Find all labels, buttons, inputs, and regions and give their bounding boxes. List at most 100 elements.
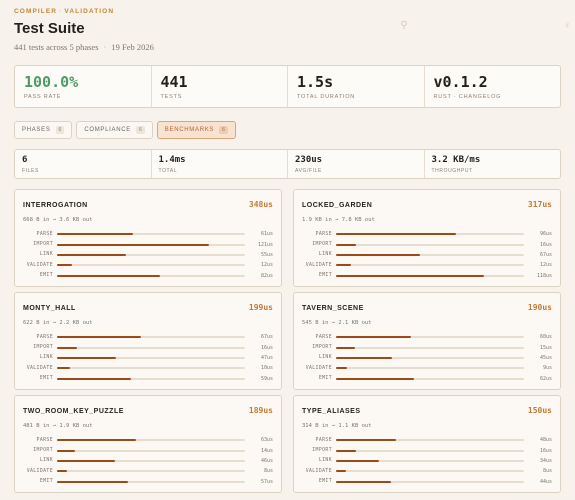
phase-label: VALIDATE — [305, 262, 332, 268]
phase-row: IMPORT 16us — [302, 445, 552, 455]
benchmark-time: 189us — [248, 406, 273, 415]
phase-label: EMIT — [318, 273, 332, 279]
phase-bar-fill — [57, 377, 131, 380]
phase-bar-track — [336, 480, 524, 483]
phase-label: VALIDATE — [26, 365, 53, 371]
benchmark-card[interactable]: INTERROGATION 348us 668 B in → 3.6 KB out P… — [14, 189, 282, 287]
phase-bar-fill — [57, 439, 136, 442]
throughput-label: THROUGHPUT — [431, 168, 473, 174]
phase-bar-fill — [57, 274, 160, 277]
tab-compliance-count: 6 — [136, 126, 145, 134]
phase-row: LINK 67us — [302, 250, 552, 260]
tab-benchmarks[interactable]: BENCHMARKS 6 — [156, 121, 236, 139]
phase-label: EMIT — [39, 376, 53, 382]
total-value: 1.4ms — [158, 155, 186, 165]
tab-phases[interactable]: PHASES 6 — [14, 121, 73, 139]
phase-bar-fill — [57, 264, 73, 267]
phase-value: 44us — [539, 478, 552, 485]
tab-benchmarks-label: BENCHMARKS — [164, 127, 215, 133]
phase-row: IMPORT 121us — [23, 239, 273, 249]
phase-value: 16us — [539, 241, 552, 248]
bench-stat-files: 6 FILES — [15, 150, 152, 178]
page-subtitle: 441 tests across 5 phases · 19 Feb 2026 — [14, 42, 154, 52]
tests-label: TESTS — [160, 94, 183, 100]
benchmark-card[interactable]: MONTY_HALL 199us 622 B in → 2.2 KB out PARS… — [14, 292, 282, 390]
stat-total-duration: 1.5s TOTAL DURATION — [288, 66, 425, 107]
phase-label: IMPORT — [33, 345, 53, 351]
phase-bar-fill — [336, 356, 393, 359]
benchmark-card[interactable]: TYPE_ALIASES 150us 314 B in → 1.1 KB out PA… — [293, 395, 561, 493]
benchmark-name: MONTY_HALL — [23, 305, 76, 312]
benchmark-name: LOCKED_GARDEN — [302, 202, 373, 209]
changelog-link[interactable]: CHANGELOG — [458, 94, 502, 100]
benchmark-card[interactable]: TAVERN_SCENE 190us 545 B in → 2.1 KB out PA… — [293, 292, 561, 390]
phase-bar-track — [57, 243, 245, 246]
phase-value: 60us — [539, 334, 552, 341]
phase-bar-fill — [336, 346, 355, 349]
phase-row: VALIDATE 8us — [23, 466, 273, 476]
phase-row: EMIT 118us — [302, 271, 552, 281]
phase-bar-fill — [336, 233, 457, 236]
phase-value: 61us — [260, 231, 273, 238]
phase-bar-track — [336, 356, 524, 359]
total-duration-label: TOTAL DURATION — [297, 94, 356, 100]
phase-value: 48us — [539, 437, 552, 444]
phase-bar-fill — [336, 367, 348, 370]
benchmark-card[interactable]: TWO_ROOM_KEY_PUZZLE 189us 481 B in → 1.9 K… — [14, 395, 282, 493]
phase-bar-track — [57, 264, 245, 267]
phase-label: LINK — [318, 252, 332, 258]
phase-bar-track — [57, 233, 245, 236]
pass-rate-value: 100.0% — [24, 73, 79, 91]
phase-row: LINK 47us — [23, 353, 273, 363]
phase-label: EMIT — [39, 273, 53, 279]
tab-compliance[interactable]: COMPLIANCE 6 — [76, 121, 153, 139]
phase-bar-track — [57, 480, 245, 483]
tab-phases-label: PHASES — [22, 127, 51, 133]
phase-value: 10us — [260, 365, 273, 372]
phase-label: EMIT — [39, 479, 53, 485]
phase-value: 9us — [542, 365, 552, 372]
phase-row: VALIDATE 8us — [302, 466, 552, 476]
phase-row: EMIT 62us — [302, 374, 552, 384]
phase-row: LINK 46us — [23, 456, 273, 466]
phase-label: IMPORT — [33, 448, 53, 454]
phase-label: VALIDATE — [305, 468, 332, 474]
breadcrumb-item-validation[interactable]: VALIDATION — [64, 8, 115, 15]
phase-bar-fill — [57, 480, 129, 483]
phase-bar-track — [57, 253, 245, 256]
phase-value: 8us — [263, 468, 273, 475]
phase-bar-track — [336, 243, 524, 246]
phase-bar-track — [336, 253, 524, 256]
files-value: 6 — [22, 155, 28, 165]
phase-row: PARSE 48us — [302, 435, 552, 445]
tab-benchmarks-count: 6 — [219, 126, 228, 134]
phase-row: LINK 34us — [302, 456, 552, 466]
phase-row: VALIDATE 12us — [302, 260, 552, 270]
phase-label: LINK — [318, 355, 332, 361]
phase-row: IMPORT 16us — [302, 239, 552, 249]
phase-bar-fill — [336, 439, 397, 442]
total-label: TOTAL — [158, 168, 178, 174]
phase-bar-fill — [336, 243, 357, 246]
phase-bar-fill — [336, 264, 352, 267]
phase-bar-fill — [336, 336, 412, 339]
phase-bar-track — [57, 336, 245, 339]
phase-value: 45us — [539, 354, 552, 361]
phase-row: VALIDATE 12us — [23, 260, 273, 270]
benchmark-card[interactable]: LOCKED_GARDEN 317us 1.9 KB in → 7.8 KB out… — [293, 189, 561, 287]
breadcrumb-item-compiler[interactable]: COMPILER — [14, 8, 58, 15]
card-header: MONTY_HALL 199us — [23, 303, 273, 312]
phase-bar-fill — [336, 253, 420, 256]
phase-bar-fill — [336, 274, 484, 277]
phase-bar-track — [336, 367, 524, 370]
phase-bar-fill — [57, 243, 209, 246]
card-header: TYPE_ALIASES 150us — [302, 406, 552, 415]
benchmark-io: 314 B in → 1.1 KB out — [302, 423, 372, 429]
phase-value: 96us — [539, 231, 552, 238]
benchmark-name: TWO_ROOM_KEY_PUZZLE — [23, 408, 124, 415]
phase-bar-track — [57, 449, 245, 452]
phase-bar-track — [57, 470, 245, 473]
card-header: LOCKED_GARDEN 317us — [302, 200, 552, 209]
phase-bar-track — [336, 449, 524, 452]
phase-bar-fill — [57, 459, 115, 462]
